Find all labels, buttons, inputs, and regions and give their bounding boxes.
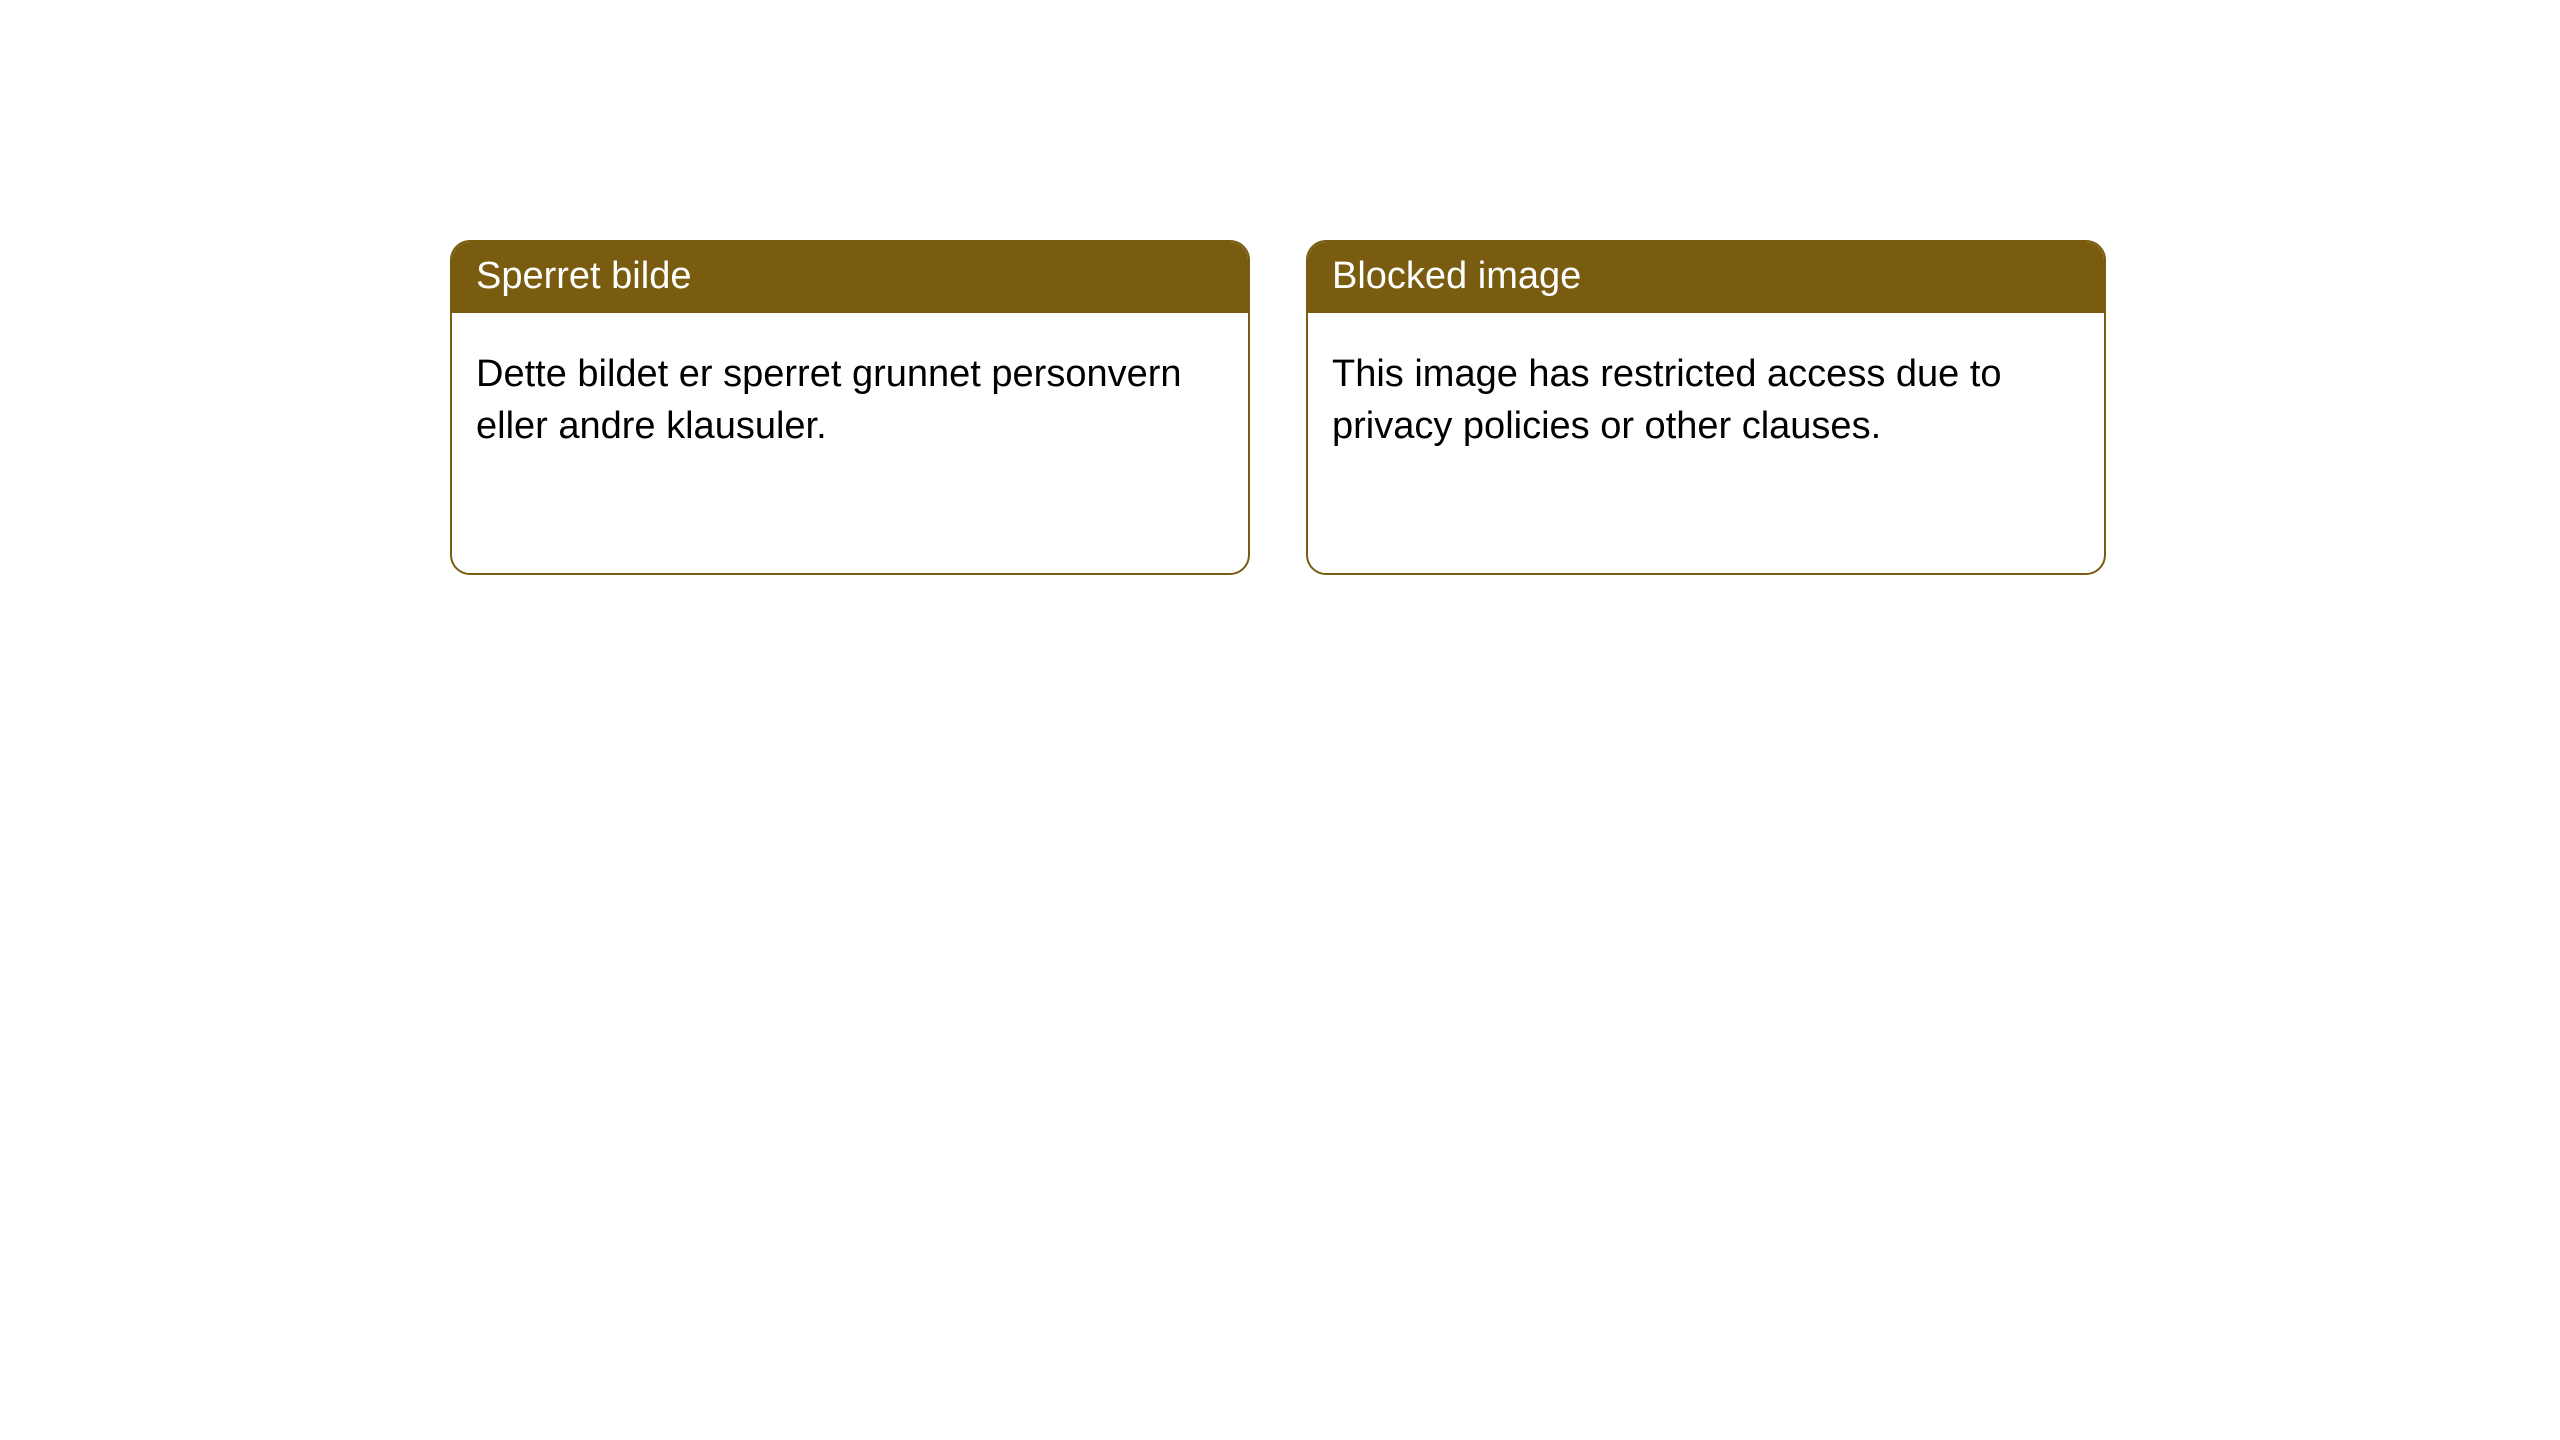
- card-body: This image has restricted access due to …: [1308, 313, 2104, 476]
- cards-container: Sperret bilde Dette bildet er sperret gr…: [0, 0, 2560, 575]
- blocked-image-card-en: Blocked image This image has restricted …: [1306, 240, 2106, 575]
- card-header: Sperret bilde: [452, 242, 1248, 313]
- card-header: Blocked image: [1308, 242, 2104, 313]
- card-body: Dette bildet er sperret grunnet personve…: [452, 313, 1248, 476]
- blocked-image-card-no: Sperret bilde Dette bildet er sperret gr…: [450, 240, 1250, 575]
